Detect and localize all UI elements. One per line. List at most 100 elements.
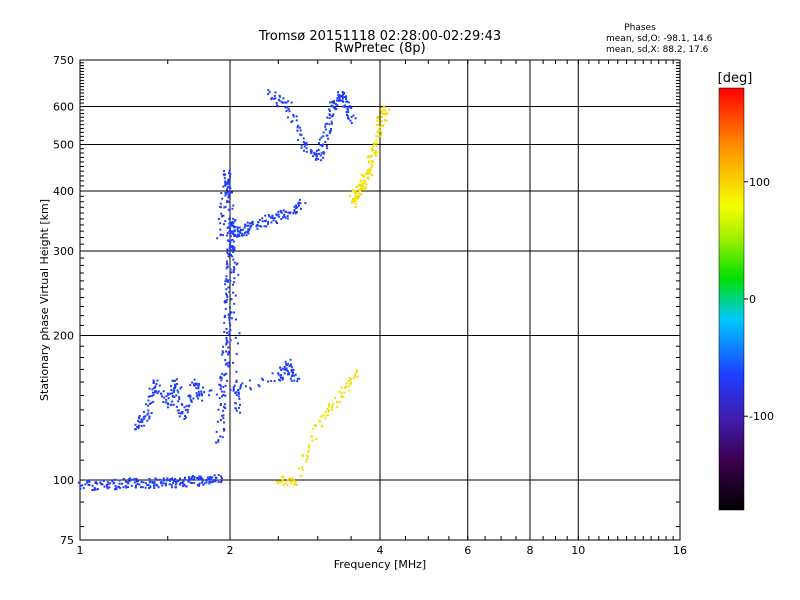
data-point [152,379,155,382]
data-point [182,479,185,482]
data-point [286,373,289,376]
data-point [189,478,192,481]
data-point [283,213,286,216]
data-point [305,141,308,144]
data-point [318,152,320,155]
data-point [291,370,294,373]
data-point [228,318,231,321]
data-point [380,131,383,134]
data-point [290,121,293,123]
data-point [293,374,296,377]
colorbar-tick-label: -100 [749,410,774,423]
data-point [247,232,250,235]
data-point [199,475,202,478]
data-point [172,481,174,484]
data-point [238,406,240,409]
data-point [153,387,156,390]
data-point [170,389,173,391]
data-point [239,385,242,388]
data-point [355,371,358,374]
data-point [220,192,223,194]
data-point [311,435,314,438]
data-point [162,401,165,403]
data-point [154,477,157,480]
data-point [193,378,196,381]
data-point [340,386,343,389]
data-point [227,255,230,258]
data-point [241,382,244,385]
data-point [237,230,240,233]
data-point [229,329,232,332]
data-point [147,483,150,486]
data-point [312,427,315,430]
data-point [235,353,238,356]
data-point [219,377,222,379]
data-point [262,378,265,381]
data-point [199,477,202,480]
data-point [192,397,195,400]
data-point [307,446,310,449]
data-point [227,286,230,289]
data-point [270,379,273,382]
data-point [137,480,139,483]
data-point [328,117,331,120]
data-point [296,377,299,380]
data-point [198,482,201,485]
data-point [128,480,131,483]
data-point [140,418,143,421]
data-point [226,340,229,343]
data-point [239,384,242,387]
data-point [165,398,168,401]
data-point [162,482,165,485]
data-point [118,486,120,488]
data-point [193,478,196,480]
data-point [106,485,109,488]
data-point [224,307,227,310]
data-point [222,173,225,176]
data-point [380,110,383,113]
data-point [274,91,277,94]
data-point [272,97,275,100]
data-point [219,202,222,205]
data-point [313,151,316,154]
data-point [194,382,197,385]
data-point [136,483,139,486]
data-point [153,481,156,483]
data-point [178,396,181,399]
data-point [367,160,370,163]
data-point [324,414,327,417]
data-point [203,482,206,485]
data-point [214,480,217,483]
data-point [138,417,141,420]
data-point [331,408,334,411]
data-point [310,435,312,438]
data-point [315,425,317,428]
data-point [330,104,333,107]
data-point [233,248,236,251]
data-point [333,106,336,108]
data-point [143,424,146,427]
data-point [327,414,329,417]
data-point [217,408,220,411]
data-point [248,222,251,225]
data-point [195,387,198,390]
data-point [316,155,319,158]
data-point [226,263,229,266]
data-point [124,480,127,483]
data-point [345,382,348,385]
data-point [306,458,308,461]
data-point [386,112,389,115]
data-point [149,485,152,488]
stats-x-mode: mean, sd,X: 88.2, 17.6 [606,45,709,55]
data-point [229,175,232,178]
data-point [197,382,200,385]
data-point [229,324,232,327]
data-point [241,232,244,235]
data-point [341,95,344,98]
data-point [288,373,291,376]
data-point [324,128,327,131]
data-point [346,115,349,118]
data-point [321,424,324,427]
data-point [354,194,357,197]
data-point [137,419,140,422]
